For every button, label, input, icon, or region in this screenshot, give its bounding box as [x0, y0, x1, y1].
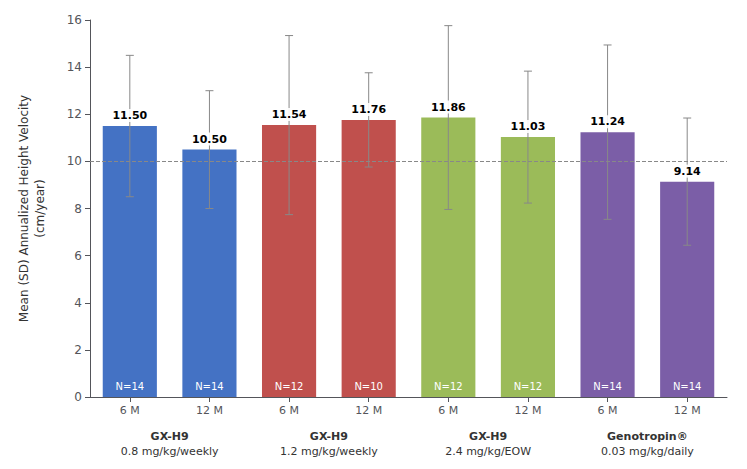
svg-text:11.54: 11.54 [272, 108, 307, 121]
svg-text:N=14: N=14 [195, 381, 224, 392]
svg-text:10: 10 [67, 154, 82, 168]
svg-text:6 M: 6 M [598, 404, 618, 417]
svg-text:2: 2 [74, 343, 82, 357]
svg-text:GX-H9: GX-H9 [151, 430, 189, 443]
svg-text:GX-H9: GX-H9 [310, 430, 348, 443]
svg-text:12 M: 12 M [355, 404, 382, 417]
svg-text:0.03 mg/kg/daily: 0.03 mg/kg/daily [601, 445, 694, 458]
svg-text:0.8 mg/kg/weekly: 0.8 mg/kg/weekly [121, 445, 219, 458]
svg-text:10.50: 10.50 [192, 133, 227, 146]
svg-text:6 M: 6 M [438, 404, 458, 417]
svg-text:1.2 mg/kg/weekly: 1.2 mg/kg/weekly [280, 445, 378, 458]
svg-text:Mean (SD) Annualized Height Ve: Mean (SD) Annualized Height Velocity [17, 95, 31, 322]
svg-text:8: 8 [74, 202, 82, 216]
svg-text:4: 4 [74, 296, 82, 310]
svg-text:16: 16 [67, 13, 82, 27]
svg-text:N=10: N=10 [354, 381, 383, 392]
svg-text:12 M: 12 M [514, 404, 541, 417]
svg-text:6 M: 6 M [279, 404, 299, 417]
svg-text:GX-H9: GX-H9 [469, 430, 507, 443]
svg-text:N=14: N=14 [116, 381, 145, 392]
svg-text:N=12: N=12 [434, 381, 463, 392]
svg-text:11.86: 11.86 [431, 101, 466, 114]
svg-text:6 M: 6 M [120, 404, 140, 417]
svg-text:11.24: 11.24 [590, 115, 625, 128]
svg-text:11.50: 11.50 [112, 109, 147, 122]
svg-text:2.4 mg/kg/EOW: 2.4 mg/kg/EOW [445, 445, 531, 458]
svg-text:0: 0 [74, 390, 82, 404]
svg-text:Genotropin®: Genotropin® [607, 430, 688, 443]
svg-text:9.14: 9.14 [674, 165, 701, 178]
svg-text:14: 14 [67, 60, 82, 74]
svg-text:N=12: N=12 [514, 381, 543, 392]
svg-text:11.03: 11.03 [511, 120, 546, 133]
svg-text:N=14: N=14 [673, 381, 702, 392]
svg-text:N=12: N=12 [275, 381, 304, 392]
svg-text:6: 6 [74, 249, 82, 263]
svg-text:12 M: 12 M [196, 404, 223, 417]
svg-text:(cm/year): (cm/year) [33, 179, 47, 237]
svg-text:11.76: 11.76 [351, 103, 386, 116]
svg-text:12: 12 [67, 107, 82, 121]
svg-text:12 M: 12 M [674, 404, 701, 417]
svg-text:N=14: N=14 [593, 381, 622, 392]
